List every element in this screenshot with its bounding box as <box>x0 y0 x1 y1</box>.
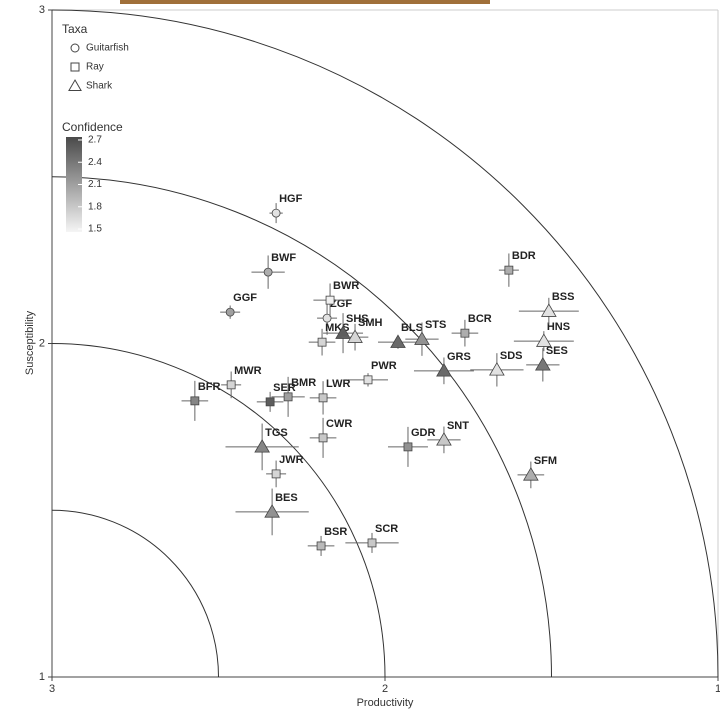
point-label: SDS <box>500 350 523 362</box>
colorbar-tick-label: 2.4 <box>88 157 102 168</box>
y-tick-label: 3 <box>39 4 45 16</box>
point-label: BES <box>275 492 298 504</box>
point-label: BFR <box>198 381 221 393</box>
point <box>537 334 551 346</box>
legend-symbol <box>71 63 79 71</box>
point <box>227 381 235 389</box>
point <box>348 330 362 342</box>
x-axis-label: Productivity <box>357 697 414 709</box>
point-label: BWR <box>333 280 359 292</box>
point <box>536 358 550 370</box>
legend-title: Taxa <box>62 22 88 36</box>
point <box>404 443 412 451</box>
threshold-arc <box>52 10 718 677</box>
point-label: CWR <box>326 418 352 430</box>
chart: Productivity Susceptibility Taxa Confide… <box>0 0 720 711</box>
x-tick-label: 2 <box>382 683 388 695</box>
point <box>368 539 376 547</box>
point-label: BDR <box>512 250 536 262</box>
legend-symbol <box>69 80 81 90</box>
point <box>318 338 326 346</box>
point <box>364 376 372 384</box>
point <box>266 398 274 406</box>
point <box>524 468 538 480</box>
point-label: GRS <box>447 351 471 363</box>
point-label: SFM <box>534 455 557 467</box>
point-label: BWF <box>271 252 296 264</box>
point-label: STS <box>425 319 446 331</box>
point <box>265 505 279 517</box>
point-label: BCR <box>468 313 492 325</box>
point <box>391 335 405 347</box>
point <box>284 393 292 401</box>
point <box>505 266 513 274</box>
y-tick-label: 1 <box>39 671 45 683</box>
y-axis-label: Susceptibility <box>24 310 36 375</box>
cropped-banner <box>120 0 490 4</box>
point-label: MWR <box>234 365 262 377</box>
threshold-arc <box>52 344 385 678</box>
point <box>461 329 469 337</box>
point-label: BSR <box>324 526 347 538</box>
legend-label: Ray <box>86 62 104 73</box>
point <box>542 304 556 316</box>
colorbar-tick-label: 1.5 <box>88 224 102 235</box>
point-label: SMH <box>358 317 383 329</box>
colorbar-tick-label: 1.8 <box>88 201 102 212</box>
point <box>326 296 334 304</box>
threshold-arc <box>52 177 552 677</box>
point-label: GGF <box>233 292 257 304</box>
point-label: TGS <box>265 427 288 439</box>
point-label: PWR <box>371 360 397 372</box>
point-label: LWR <box>326 378 350 390</box>
point-label: GDR <box>411 427 436 439</box>
point <box>319 394 327 402</box>
point-label: JWR <box>279 454 304 466</box>
point <box>319 434 327 442</box>
point-label: BMR <box>291 377 316 389</box>
point <box>255 440 269 452</box>
point <box>437 433 451 445</box>
point <box>272 470 280 478</box>
colorbar-tick-label: 2.1 <box>88 179 102 190</box>
point-label: SCR <box>375 523 398 535</box>
point-label: BLS <box>401 322 423 334</box>
point <box>264 268 272 276</box>
legend-symbol <box>71 44 79 52</box>
x-tick-label: 3 <box>49 683 55 695</box>
y-tick-label: 2 <box>39 337 45 349</box>
point <box>226 308 234 316</box>
point-label: HNS <box>547 321 570 333</box>
point <box>437 364 451 376</box>
legend-label: Guitarfish <box>86 43 129 54</box>
point <box>272 209 280 217</box>
x-tick-label: 1 <box>715 683 720 695</box>
point-label: BSS <box>552 291 575 303</box>
point <box>490 363 504 375</box>
threshold-arc <box>52 510 219 677</box>
legend-label: Shark <box>86 81 113 92</box>
point <box>317 542 325 550</box>
point-label: HGF <box>279 193 303 205</box>
colorbar-title: Confidence <box>62 120 123 134</box>
point <box>191 397 199 405</box>
point-label: SNT <box>447 420 469 432</box>
colorbar-tick-label: 2.7 <box>88 135 102 146</box>
